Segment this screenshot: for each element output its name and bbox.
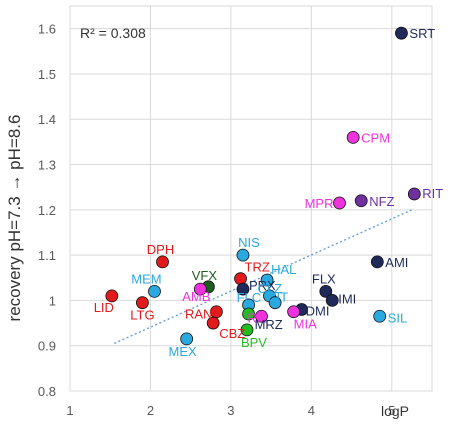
point-label: PRX xyxy=(249,278,276,293)
point-label: MRZ xyxy=(255,317,283,332)
data-point xyxy=(255,309,268,323)
point-label: CPM xyxy=(361,130,390,145)
point-label: MEM xyxy=(131,271,161,286)
point-label: SRT xyxy=(409,26,435,41)
point-label: DMI xyxy=(306,303,330,318)
data-points xyxy=(105,26,421,346)
data-point xyxy=(135,296,149,310)
data-point xyxy=(319,284,333,298)
x-tick-label: 5 xyxy=(388,403,395,418)
grid xyxy=(69,5,433,392)
point-label: FLX xyxy=(312,271,336,286)
point-label: BPV xyxy=(241,335,267,350)
point-label: LID xyxy=(94,300,114,315)
data-point xyxy=(325,294,339,307)
point-label: CIT xyxy=(267,290,288,305)
data-point xyxy=(287,305,301,319)
point-label: DPH xyxy=(147,242,174,257)
data-point xyxy=(236,248,250,262)
data-point xyxy=(206,316,220,330)
point-label: LTG xyxy=(130,308,154,323)
point-label: RIT xyxy=(422,186,443,201)
point-label: MIA xyxy=(294,317,317,332)
point-label: CLZ xyxy=(258,281,283,296)
y-tick-label: 1.3 xyxy=(38,158,56,173)
y-tick-label: 0.8 xyxy=(38,384,56,399)
data-point xyxy=(242,307,255,321)
data-point xyxy=(407,187,421,201)
y-tick-label: 1.6 xyxy=(38,22,56,37)
x-tick-label: 2 xyxy=(147,403,154,418)
tick-labels: 0.8 0.9 1 1.1 1.2 1.3 1.4 1.5 1.6 1 2 3 4 5 xyxy=(38,22,395,418)
data-point xyxy=(180,332,194,346)
data-point xyxy=(373,309,387,323)
point-label: CBZ xyxy=(219,326,245,341)
point-label: TRZ xyxy=(245,260,270,275)
y-tick-label: 1 xyxy=(49,293,56,308)
data-point xyxy=(105,289,119,303)
point-label: MPR xyxy=(305,196,334,211)
point-label: HAL xyxy=(271,262,296,277)
y-axis-title: recovery pH=7.3 → pH=8.6 xyxy=(5,115,24,322)
data-point xyxy=(346,130,360,144)
point-label: FLC xyxy=(237,290,262,305)
x-tick-label: 4 xyxy=(308,403,315,418)
data-point xyxy=(156,255,169,269)
data-point xyxy=(354,194,368,208)
point-label: VFX xyxy=(192,268,218,283)
data-point xyxy=(240,323,254,337)
data-point xyxy=(193,282,207,296)
y-tick-label: 1.1 xyxy=(38,248,56,263)
point-label: NFZ xyxy=(369,194,394,209)
data-point xyxy=(236,282,250,296)
data-point xyxy=(260,273,274,287)
point-label: AMB xyxy=(182,289,210,304)
x-tick-label: 1 xyxy=(66,403,73,418)
data-point xyxy=(333,196,346,210)
point-label: NIS xyxy=(238,235,260,250)
data-point xyxy=(268,296,282,310)
point-label: RAN xyxy=(185,307,212,322)
data-point xyxy=(370,255,384,269)
y-tick-label: 1.2 xyxy=(38,203,56,218)
r-squared-annotation: R² = 0.308 xyxy=(80,25,146,41)
y-tick-label: 1.5 xyxy=(38,67,56,82)
point-label: AMI xyxy=(385,255,408,270)
point-label: SIL xyxy=(388,310,408,325)
data-point xyxy=(148,284,161,298)
x-axis-title: logP xyxy=(381,403,409,419)
point-label: MEX xyxy=(169,344,198,359)
y-tick-label: 0.9 xyxy=(38,339,56,354)
data-point xyxy=(395,26,408,40)
point-label: RIL xyxy=(247,310,267,325)
y-tick-label: 1.4 xyxy=(38,112,56,127)
point-label: IMI xyxy=(338,291,356,306)
x-tick-label: 3 xyxy=(227,403,234,418)
